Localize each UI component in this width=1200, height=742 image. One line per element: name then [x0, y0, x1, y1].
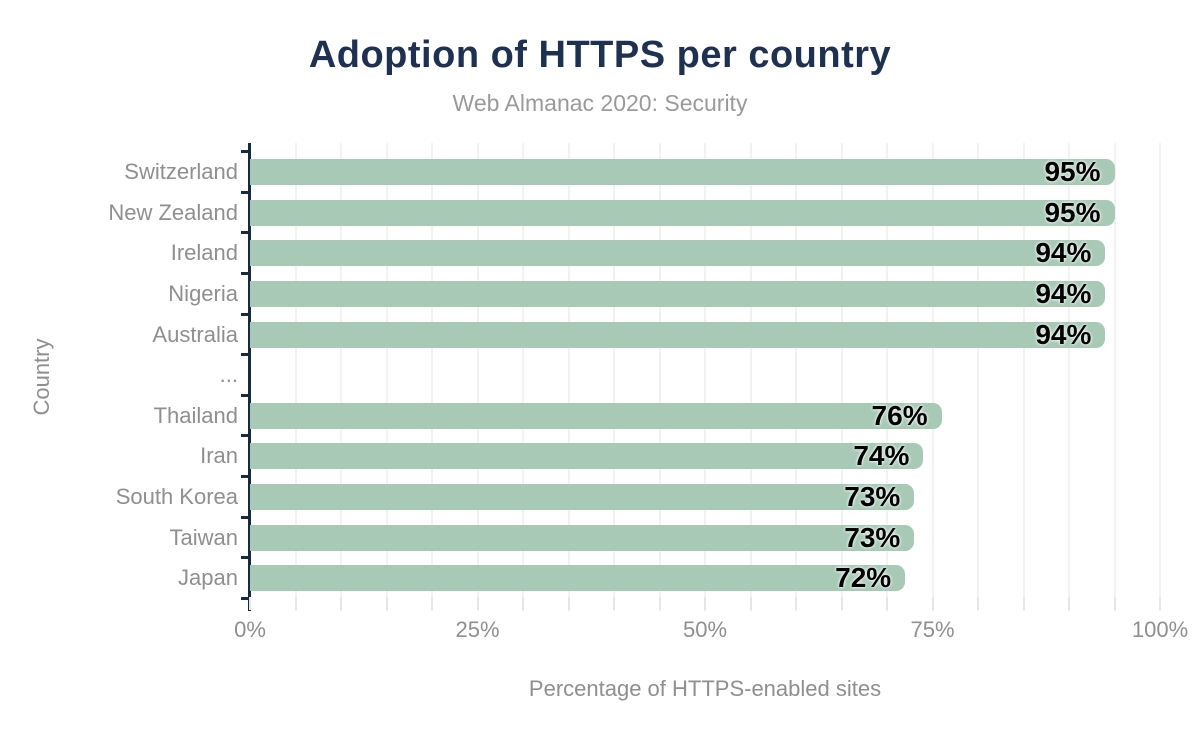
category-label-iran: Iran: [200, 443, 238, 469]
category-label-ireland: Ireland: [170, 240, 238, 266]
y-axis-tick: [241, 190, 250, 194]
x-axis-minor-tick: [1068, 597, 1070, 610]
category-label-south-korea: South Korea: [115, 484, 238, 510]
x-axis-minor-tick: [795, 597, 797, 610]
value-label-iran: 74%: [853, 440, 910, 472]
gridline: [567, 143, 570, 611]
value-label-nigeria: 94%: [1035, 277, 1092, 309]
y-axis-tick: [241, 353, 250, 357]
bar-thailand: [250, 402, 942, 429]
y-axis-tick: [241, 312, 250, 316]
value-label-australia: 94%: [1035, 318, 1092, 350]
bar-new-zealand: [250, 199, 1115, 226]
bar-south-korea: [250, 484, 915, 511]
chart-subtitle: Web Almanac 2020: Security: [452, 90, 748, 116]
gridline: [294, 143, 297, 611]
x-axis-minor-tick: [294, 597, 297, 610]
gridline: [931, 143, 934, 611]
bar-nigeria: [250, 280, 1106, 307]
x-axis-minor-tick: [886, 597, 888, 610]
gridline: [886, 143, 888, 611]
x-axis-minor-tick: [431, 597, 433, 610]
bar-switzerland: [250, 159, 1115, 185]
chart-title: Adoption of HTTPS per country: [308, 34, 892, 76]
category-label-new-zealand: New Zealand: [108, 199, 238, 225]
gridline: [476, 143, 479, 611]
x-axis-minor-tick: [476, 597, 479, 610]
x-tick-label-75: 75%: [910, 617, 955, 642]
category-label-taiwan: Taiwan: [169, 524, 238, 550]
x-axis-minor-tick: [522, 597, 524, 610]
plot-area: 95% 95% 94% 94% 94% 76% 74% 73% 73% 72%: [241, 143, 1161, 611]
value-label-switzerland: 95%: [1044, 156, 1101, 187]
category-label-switzerland: Switzerland: [124, 159, 238, 184]
y-axis-tick: [241, 150, 250, 153]
x-tick-label-50: 50%: [682, 617, 728, 642]
value-label-taiwan: 73%: [844, 521, 901, 553]
gridline: [522, 143, 524, 611]
y-axis-tick: [241, 231, 250, 235]
gridline: [385, 143, 388, 611]
value-label-ireland: 94%: [1035, 237, 1092, 269]
x-axis-minor-tick: [704, 597, 706, 610]
value-label-thailand: 76%: [871, 399, 928, 431]
bar-ireland: [250, 240, 1106, 267]
x-axis-minor-tick: [658, 597, 661, 610]
x-axis-minor-tick: [1159, 597, 1161, 610]
gridline: [340, 143, 342, 611]
x-axis-minor-tick: [249, 597, 251, 610]
x-axis-title: Percentage of HTTPS-enabled sites: [528, 676, 882, 701]
x-tick-label-25: 25%: [455, 617, 500, 642]
category-label-australia: Australia: [152, 321, 238, 347]
y-axis-tick: [241, 434, 250, 438]
x-axis-minor-tick: [567, 597, 570, 610]
bar-taiwan: [250, 524, 915, 551]
gridline: [704, 143, 706, 611]
bar-australia: [250, 321, 1106, 348]
gridline: [977, 143, 979, 611]
x-axis-minor-tick: [385, 597, 388, 610]
gridline: [1068, 143, 1070, 611]
y-axis-line: [248, 143, 251, 611]
gridline: [1022, 143, 1025, 611]
x-tick-label-100: 100%: [1131, 617, 1189, 642]
gridline: [795, 143, 797, 611]
gridline: [1113, 143, 1116, 611]
category-label-japan: Japan: [178, 565, 238, 591]
y-axis-tick: [241, 597, 250, 601]
gridline: [840, 143, 843, 611]
y-axis-tick: [241, 475, 250, 479]
x-tick-label-0: 0%: [234, 617, 266, 642]
gridline: [749, 143, 752, 611]
x-axis-minor-tick: [1022, 597, 1025, 610]
value-label-south-korea: 73%: [844, 481, 901, 513]
y-axis-tick: [241, 556, 250, 560]
category-label-ellipsis: ...: [219, 362, 238, 388]
value-label-new-zealand: 95%: [1044, 196, 1101, 228]
x-axis-minor-tick: [340, 597, 342, 610]
gridline: [1159, 143, 1161, 611]
category-label-thailand: Thailand: [153, 402, 238, 428]
gridline: [431, 143, 433, 611]
x-axis-minor-tick: [840, 597, 843, 610]
bar-japan: [250, 565, 906, 592]
x-axis-minor-tick: [977, 597, 979, 610]
gridline: [658, 143, 661, 611]
value-label-japan: 72%: [835, 562, 892, 594]
x-axis-minor-tick: [613, 597, 615, 610]
y-axis-tick: [241, 271, 250, 275]
y-axis-tick: [241, 515, 250, 519]
y-axis-tick: [241, 393, 250, 397]
x-axis-minor-tick: [1113, 597, 1116, 610]
x-axis-minor-tick: [749, 597, 752, 610]
x-axis-minor-tick: [931, 597, 934, 610]
bar-iran: [250, 443, 924, 470]
category-label-nigeria: Nigeria: [168, 280, 238, 306]
gridline: [613, 143, 615, 611]
